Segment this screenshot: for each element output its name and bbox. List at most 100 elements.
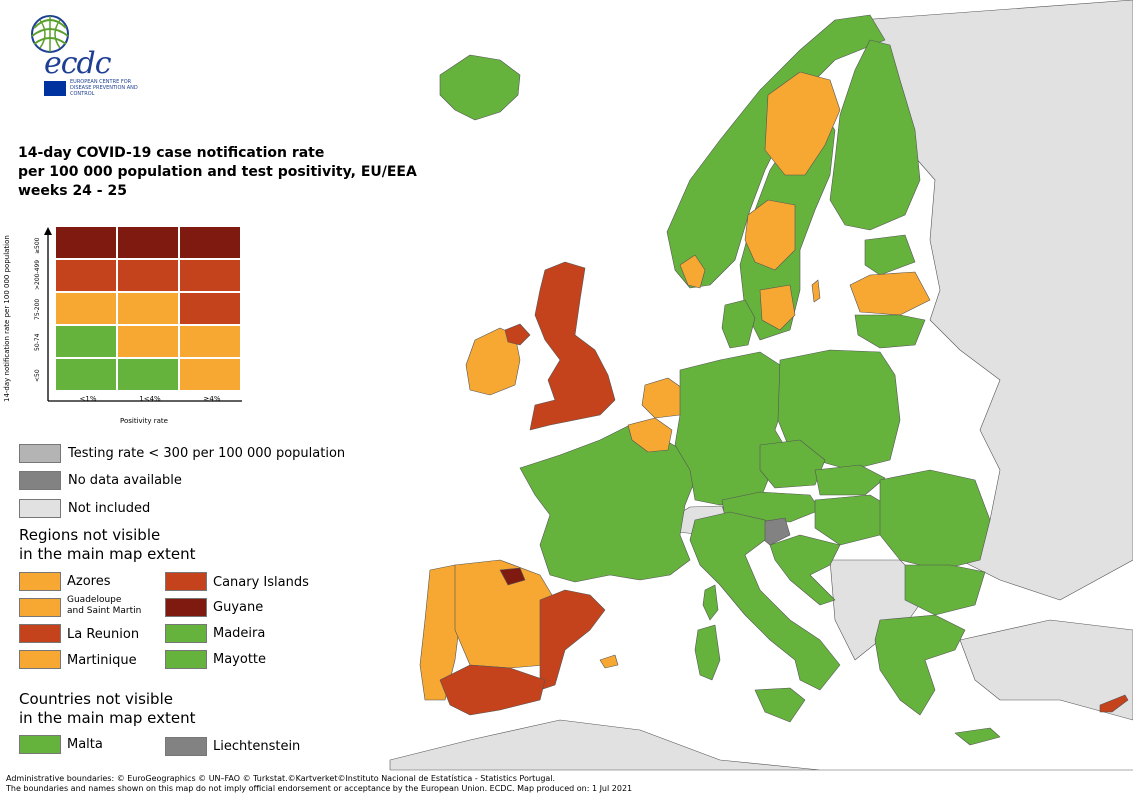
countries-heading-line-2: in the main map extent <box>19 709 196 727</box>
matrix-cell <box>117 226 179 259</box>
legend-label-martinique: Martinique <box>67 653 137 668</box>
region-slovakia <box>814 464 886 496</box>
region-czechia <box>759 439 826 489</box>
title-line-3: weeks 24 - 25 <box>18 183 127 199</box>
matrix-cell <box>55 259 117 292</box>
matrix-xlabel: Positivity rate <box>120 417 168 425</box>
matrix-cell <box>117 292 179 325</box>
matrix-cell <box>117 325 179 358</box>
region-norway-south-orange <box>679 254 706 289</box>
matrix-ylabel: 14-day notification rate per 100 000 pop… <box>3 235 11 402</box>
footer: Administrative boundaries: © EuroGeograp… <box>6 774 632 794</box>
region-uk <box>529 261 616 431</box>
logo-subtitle: EUROPEAN CENTRE FOR DISEASE PREVENTION A… <box>70 79 138 97</box>
legend-swatch-liechtenstein <box>165 737 207 756</box>
region-poland <box>777 349 901 471</box>
matrix-cell <box>55 358 117 391</box>
region-crete <box>954 727 1001 746</box>
region-croatia <box>769 534 841 606</box>
matrix-row-label: 50-74 <box>34 333 41 351</box>
region-sicily <box>754 687 806 723</box>
region-north-africa <box>389 719 1133 771</box>
legend-label-madeira: Madeira <box>213 626 266 641</box>
title-line-1: 14-day COVID-19 case notification rate <box>18 145 325 161</box>
region-gotland <box>811 279 821 303</box>
region-sardinia <box>694 624 721 681</box>
countries-heading: Countries not visible in the main map ex… <box>19 690 196 728</box>
matrix-axes <box>44 227 242 402</box>
legend-swatch-malta <box>19 735 61 754</box>
legend-label-guadeloupe: Guadeloupe and Saint Martin <box>67 595 141 617</box>
region-spain-navarre <box>499 567 526 586</box>
legend-label-mayotte: Mayotte <box>213 652 267 667</box>
region-latvia <box>849 271 931 316</box>
region-spain-east <box>539 589 606 691</box>
guadeloupe-line-1: Guadeloupe <box>67 595 122 605</box>
legend-swatch-notincluded <box>19 499 61 518</box>
legend-label-notincluded: Not included <box>68 501 151 516</box>
legend-label-reunion: La Reunion <box>67 627 140 642</box>
legend-label-azores: Azores <box>67 574 111 589</box>
regions-heading-line-2: in the main map extent <box>19 545 196 563</box>
matrix-cell <box>117 358 179 391</box>
legend-swatch-guyane <box>165 598 207 617</box>
region-italy <box>689 511 841 691</box>
region-spain-south <box>439 664 546 716</box>
matrix-row-label: ≥500 <box>34 237 41 254</box>
region-corsica <box>702 584 719 621</box>
guadeloupe-line-2: and Saint Martin <box>67 606 142 616</box>
legend-swatch-reunion <box>19 624 61 643</box>
region-cyprus <box>1099 694 1129 713</box>
regions-heading: Regions not visible in the main map exte… <box>19 526 196 564</box>
matrix-row-label: >200-499 <box>34 259 41 290</box>
footer-line-1: Administrative boundaries: © EuroGeograp… <box>6 774 556 783</box>
ecdc-logo <box>31 15 69 53</box>
region-iceland <box>439 54 521 121</box>
matrix-cell <box>117 259 179 292</box>
region-romania <box>879 469 991 571</box>
region-balearic <box>599 654 619 669</box>
region-denmark <box>721 299 756 349</box>
matrix-cell <box>179 292 241 325</box>
matrix-col-label: ≥4% <box>203 395 221 403</box>
matrix-col-label: <1% <box>79 395 97 403</box>
matrix-cell <box>55 292 117 325</box>
region-bulgaria <box>904 564 986 616</box>
region-estonia <box>864 234 916 276</box>
legend-label-guyane: Guyane <box>213 600 264 615</box>
legend-label-nodata: No data available <box>68 473 182 488</box>
matrix-cell <box>179 358 241 391</box>
legend-label-canary: Canary Islands <box>213 575 309 590</box>
region-france <box>519 424 696 583</box>
region-greece <box>874 614 966 716</box>
matrix-col-label: 1<4% <box>139 395 161 403</box>
legend-label-malta: Malta <box>67 737 103 752</box>
regions-heading-line-1: Regions not visible <box>19 526 161 544</box>
region-sweden-south-orange <box>759 284 796 331</box>
region-sweden-mid-orange <box>744 199 796 271</box>
title-line-2: per 100 000 population and test positivi… <box>18 164 417 180</box>
region-northern-ireland <box>504 323 531 346</box>
matrix-row-label: <50 <box>34 369 41 382</box>
region-lithuania <box>854 314 926 349</box>
legend-swatch-canary <box>165 572 207 591</box>
matrix-cell <box>179 226 241 259</box>
region-russia-east <box>859 0 1133 601</box>
region-norway <box>666 14 886 289</box>
region-finland <box>829 39 921 231</box>
legend-swatch-madeira <box>165 624 207 643</box>
map-title: 14-day COVID-19 case notification rate p… <box>18 144 417 201</box>
countries-heading-line-1: Countries not visible <box>19 690 173 708</box>
matrix-cell <box>55 325 117 358</box>
region-sweden-north-orange <box>764 71 841 176</box>
legend-label-testing: Testing rate < 300 per 100 000 populatio… <box>68 446 346 461</box>
legend-swatch-mayotte <box>165 650 207 669</box>
legend-label-liechtenstein: Liechtenstein <box>213 739 301 754</box>
matrix-cell <box>179 325 241 358</box>
legend-swatch-martinique <box>19 650 61 669</box>
region-turkey <box>959 619 1133 721</box>
eu-flag-icon <box>44 81 66 96</box>
matrix-row-label: 75-200 <box>34 298 41 320</box>
footer-line-2: The boundaries and names shown on this m… <box>6 784 633 793</box>
